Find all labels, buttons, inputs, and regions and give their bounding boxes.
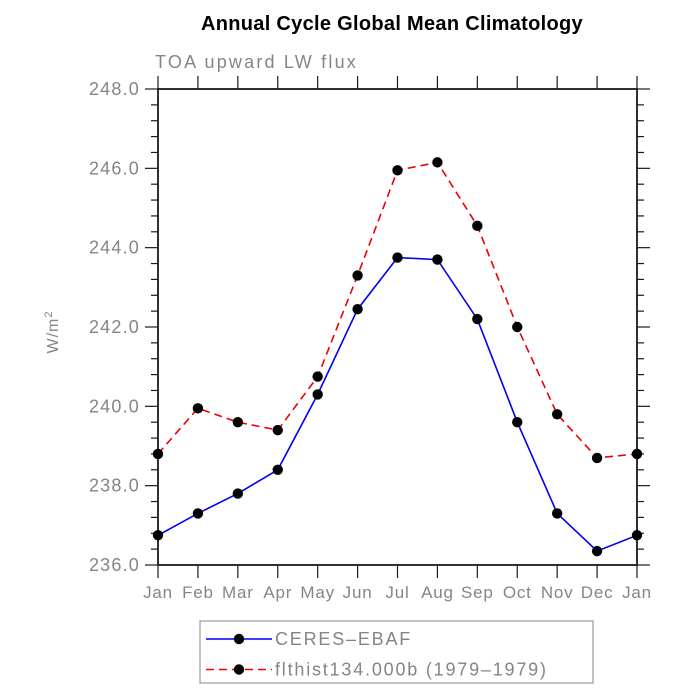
x-tick-label: May [300,583,335,602]
legend-box [199,620,594,684]
y-tick-label: 246.0 [89,158,140,178]
x-tick-label: Jan [143,583,173,602]
data-point-marker [192,403,204,414]
data-point-marker [152,530,164,541]
y-tick-label: 242.0 [89,317,140,337]
x-tick-label: Sep [461,583,494,602]
data-point-marker [551,508,563,519]
data-point-marker [551,409,563,420]
data-point-marker [272,424,283,436]
data-point-marker [432,157,443,168]
legend-marker-dot [233,664,245,675]
data-point-marker [312,371,323,382]
legend-label: CERES–EBAF [275,629,412,649]
y-tick-label: 248.0 [89,79,140,99]
data-point-marker [591,452,603,464]
y-tick-label: 240.0 [89,396,140,416]
data-point-marker [472,220,483,232]
x-tick-label: Mar [222,583,254,602]
data-point-marker [152,448,164,460]
chart-title: Annual Cycle Global Mean Climatology [201,13,584,35]
x-tick-label: Oct [503,583,532,602]
data-point-marker [591,545,603,557]
data-point-marker [512,417,523,428]
x-tick-label: Feb [182,583,214,602]
y-axis-unit-label: W/m2 [43,311,62,354]
legend-label: flthist134.000b (1979–1979) [275,660,548,680]
x-tick-label: Dec [581,583,614,602]
data-point-marker [312,389,323,400]
data-point-marker [272,464,283,475]
data-point-marker [432,254,443,265]
plot-frame [157,88,638,566]
x-tick-label: Jul [385,583,409,602]
series-line-flthist [157,161,638,459]
axes: 236.0 238.0 240.0 242.0 244.0 246.0 248.0 Jan Fe… [89,76,652,602]
x-tick-label: Jun [343,583,373,602]
y-tick-label: 236.0 [89,555,140,575]
x-tick-label: Apr [263,583,292,602]
data-point-marker [392,165,403,176]
series-line-ceres-ebaf [157,256,638,553]
y-tick-label: 238.0 [89,476,140,496]
data-point-marker [472,313,483,325]
data-point-marker [192,508,204,519]
chart-subtitle: TOA upward LW flux [155,52,358,72]
data-series [152,157,643,557]
data-point-marker [392,252,403,263]
y-tick-label: 244.0 [89,238,140,258]
data-point-marker [352,303,363,315]
data-point-marker [512,321,523,333]
x-tick-label: Jan [622,583,652,602]
data-point-marker [352,270,363,281]
x-tick-label: Nov [541,583,574,602]
data-point-marker [232,417,244,428]
legend: CERES–EBAF flthist134.000b (1979–1979) [199,620,594,684]
data-point-marker [631,530,643,541]
x-tick-label: Aug [421,583,454,602]
legend-marker-dot [233,633,245,645]
data-point-marker [631,448,643,460]
data-point-marker [232,488,244,499]
